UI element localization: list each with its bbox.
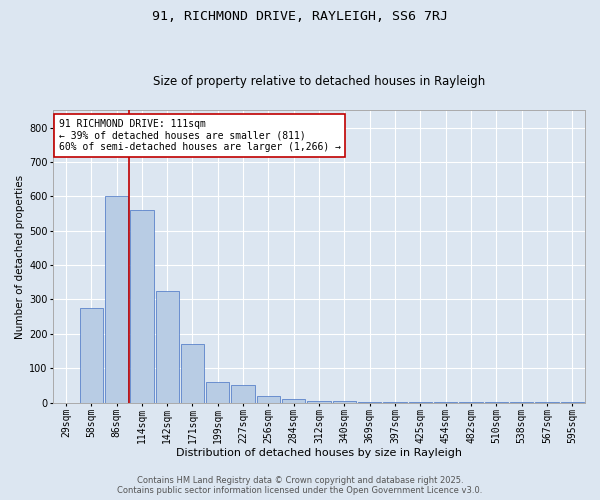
Title: Size of property relative to detached houses in Rayleigh: Size of property relative to detached ho… bbox=[153, 76, 485, 88]
Text: Contains HM Land Registry data © Crown copyright and database right 2025.
Contai: Contains HM Land Registry data © Crown c… bbox=[118, 476, 482, 495]
Bar bbox=[105, 196, 128, 402]
Bar bbox=[307, 401, 331, 402]
Text: 91, RICHMOND DRIVE, RAYLEIGH, SS6 7RJ: 91, RICHMOND DRIVE, RAYLEIGH, SS6 7RJ bbox=[152, 10, 448, 23]
Text: 91 RICHMOND DRIVE: 111sqm
← 39% of detached houses are smaller (811)
60% of semi: 91 RICHMOND DRIVE: 111sqm ← 39% of detac… bbox=[59, 120, 341, 152]
Y-axis label: Number of detached properties: Number of detached properties bbox=[15, 174, 25, 338]
Bar bbox=[181, 344, 204, 403]
Bar bbox=[155, 291, 179, 403]
Bar bbox=[333, 401, 356, 402]
Bar bbox=[257, 396, 280, 402]
Bar bbox=[232, 386, 255, 402]
Bar bbox=[130, 210, 154, 402]
Bar bbox=[80, 308, 103, 402]
Bar bbox=[282, 399, 305, 402]
Bar bbox=[206, 382, 229, 402]
X-axis label: Distribution of detached houses by size in Rayleigh: Distribution of detached houses by size … bbox=[176, 448, 462, 458]
